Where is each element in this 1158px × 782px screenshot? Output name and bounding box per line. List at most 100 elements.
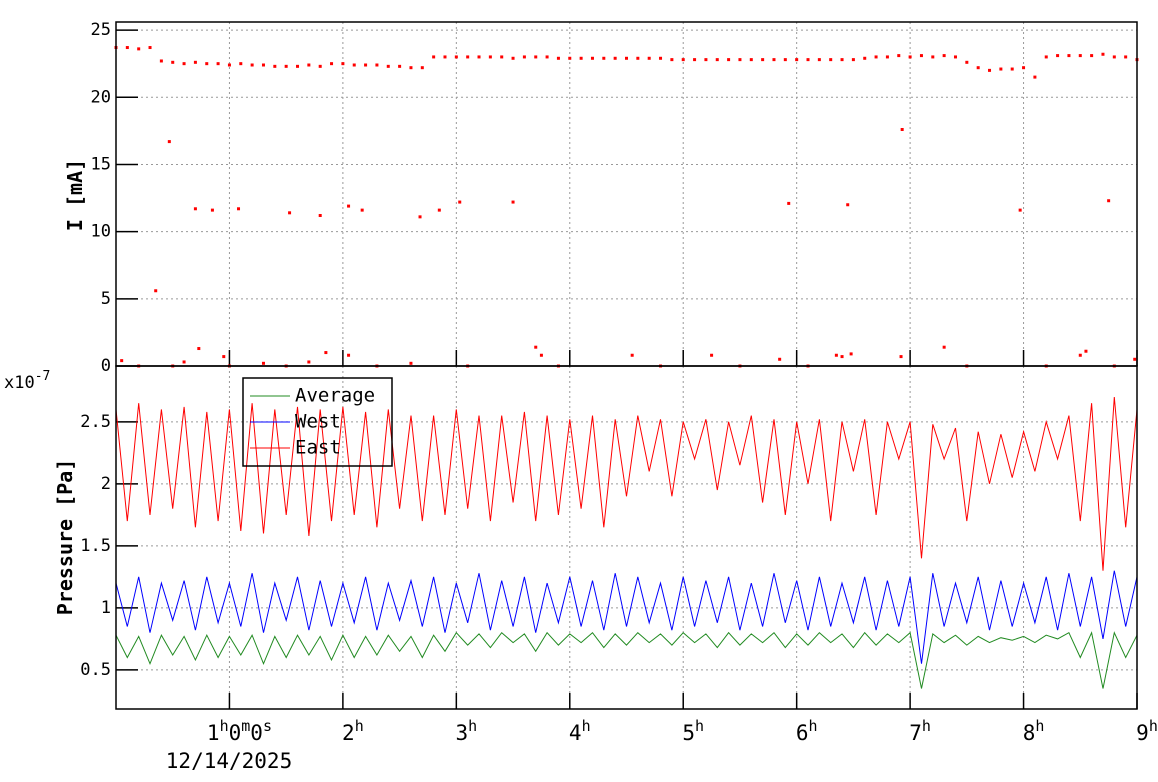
y-axis-title: Pressure [Pa] — [53, 459, 77, 616]
data-point — [899, 355, 903, 359]
data-point — [347, 204, 351, 208]
data-point — [681, 58, 685, 62]
data-point — [216, 62, 220, 66]
data-point — [347, 353, 351, 357]
data-point — [466, 55, 470, 59]
y-tick-label: 0.5 — [80, 660, 111, 680]
data-point — [1078, 54, 1082, 58]
x-tick-label: 5h — [682, 717, 704, 745]
data-point — [511, 200, 515, 204]
data-point — [307, 360, 311, 364]
data-point — [409, 361, 413, 365]
y-tick-label: 10 — [91, 222, 111, 242]
data-point — [908, 55, 912, 59]
data-point — [205, 62, 209, 66]
legend: Average West East — [242, 377, 393, 467]
data-point — [261, 361, 265, 365]
series-line — [115, 396, 1138, 571]
data-point — [965, 60, 969, 64]
data-point — [360, 208, 364, 212]
data-point — [942, 54, 946, 58]
data-point — [829, 58, 833, 62]
data-point — [846, 203, 850, 207]
data-point — [1067, 54, 1071, 58]
legend-label: Average — [295, 385, 375, 407]
multiplier-exponent: -7 — [35, 369, 51, 384]
data-point — [602, 56, 606, 60]
data-point — [193, 207, 197, 211]
y-tick-label: 2.5 — [80, 412, 111, 432]
data-point — [227, 63, 231, 67]
series-line — [115, 631, 1138, 689]
x-tick-label: 3h — [455, 717, 477, 745]
data-point — [919, 54, 923, 58]
data-point — [1033, 75, 1037, 79]
y-tick-label: 20 — [91, 87, 111, 107]
data-point — [840, 58, 844, 62]
data-point — [849, 352, 853, 356]
data-point — [418, 215, 422, 219]
data-point — [988, 68, 992, 72]
data-point — [817, 58, 821, 62]
legend-label: East — [295, 437, 341, 459]
data-point — [296, 64, 300, 68]
data-point — [137, 47, 141, 51]
data-point — [318, 64, 322, 68]
data-point — [795, 58, 799, 62]
data-point — [727, 58, 731, 62]
data-point — [1090, 54, 1094, 58]
data-point — [636, 56, 640, 60]
data-point — [330, 62, 334, 66]
data-point — [1112, 55, 1116, 59]
data-point — [511, 56, 515, 60]
data-point — [942, 345, 946, 349]
data-point — [488, 55, 492, 59]
bottom-frame — [115, 365, 1138, 710]
x-tick-label: 6h — [796, 717, 818, 745]
data-point — [432, 55, 436, 59]
data-point — [120, 359, 124, 363]
data-point — [324, 351, 328, 355]
data-point — [250, 63, 254, 67]
data-point — [210, 208, 214, 212]
data-point — [761, 58, 765, 62]
data-point — [874, 55, 878, 59]
data-point — [693, 58, 697, 62]
y-tick-label: 0 — [101, 356, 111, 376]
data-point — [352, 63, 356, 67]
data-point — [885, 55, 889, 59]
x-tick-label: 4h — [569, 717, 591, 745]
data-point — [590, 56, 594, 60]
data-point — [1124, 55, 1128, 59]
data-point — [787, 201, 791, 205]
data-point — [443, 55, 447, 59]
data-point — [710, 353, 714, 357]
x-tick-label: 9h — [1136, 717, 1158, 745]
data-point — [159, 59, 163, 63]
data-point — [647, 56, 651, 60]
data-point — [778, 357, 782, 361]
data-point — [534, 55, 538, 59]
data-point — [704, 58, 708, 62]
data-point — [534, 345, 538, 349]
data-point — [237, 207, 241, 211]
data-point — [522, 55, 526, 59]
data-point — [851, 58, 855, 62]
data-point — [222, 355, 226, 359]
data-point — [171, 60, 175, 64]
data-point — [1133, 357, 1137, 361]
data-point — [1084, 349, 1088, 353]
data-point — [630, 353, 634, 357]
data-point — [477, 55, 481, 59]
y-tick-label: 5 — [101, 289, 111, 309]
data-point — [341, 62, 345, 66]
data-point — [437, 208, 441, 212]
data-point — [897, 54, 901, 58]
data-point — [715, 58, 719, 62]
data-point — [386, 64, 390, 68]
data-point — [568, 56, 572, 60]
data-point — [579, 56, 583, 60]
data-point — [148, 46, 152, 50]
